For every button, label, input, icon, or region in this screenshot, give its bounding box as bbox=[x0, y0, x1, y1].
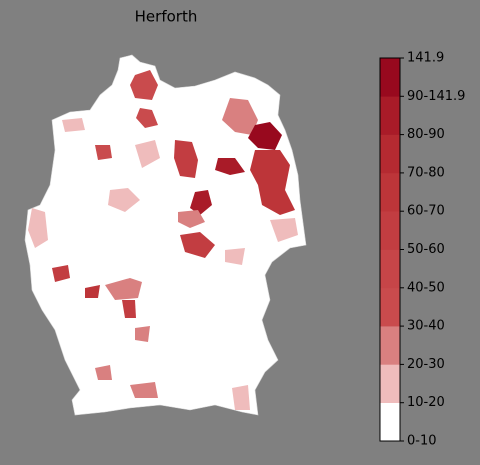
district bbox=[130, 70, 158, 100]
colorbar-band bbox=[380, 211, 400, 250]
colorbar-tick-label: 10-20 bbox=[407, 395, 445, 410]
district bbox=[130, 382, 158, 398]
colorbar-tick-label: 60-70 bbox=[407, 204, 445, 219]
germany-map bbox=[24, 54, 307, 416]
colorbar-band bbox=[380, 58, 400, 97]
colorbar-band bbox=[380, 402, 400, 442]
district bbox=[95, 145, 112, 160]
colorbar-band bbox=[380, 96, 400, 135]
colorbar-band bbox=[380, 172, 400, 212]
district bbox=[270, 218, 298, 242]
district bbox=[215, 158, 245, 175]
district bbox=[190, 190, 212, 215]
district-regions bbox=[28, 70, 298, 410]
district bbox=[85, 285, 100, 298]
colorbar-band bbox=[380, 134, 400, 174]
colorbar-tick-label: 30-40 bbox=[407, 319, 445, 334]
colorbar-tick-label: 141.9 bbox=[407, 51, 444, 66]
district bbox=[178, 210, 205, 228]
district bbox=[52, 265, 70, 282]
colorbar-tick-label: 50-60 bbox=[407, 242, 445, 257]
district bbox=[232, 385, 250, 410]
district bbox=[105, 278, 142, 300]
colorbar-tick-label: 40-50 bbox=[407, 280, 445, 295]
district bbox=[248, 122, 282, 150]
district bbox=[135, 326, 150, 342]
district bbox=[95, 365, 112, 380]
colorbar-tick-label: 70-80 bbox=[407, 165, 445, 180]
district bbox=[108, 188, 140, 212]
district bbox=[28, 208, 48, 248]
colorbar-tick-label: 80-90 bbox=[407, 127, 445, 142]
district bbox=[122, 300, 136, 318]
district bbox=[135, 140, 160, 168]
district bbox=[136, 108, 158, 128]
district bbox=[62, 118, 85, 132]
colorbar: 0-10 10-20 20-30 30-40 40-50 50-60 60-70 70-80 8… bbox=[379, 51, 465, 449]
district bbox=[180, 232, 215, 258]
colorbar-band bbox=[380, 249, 400, 289]
colorbar-band bbox=[380, 287, 400, 327]
district bbox=[225, 248, 245, 265]
colorbar-tick-label: 0-10 bbox=[407, 434, 437, 449]
colorbar-band bbox=[380, 326, 400, 365]
colorbar-tick-label: 90-141.9 bbox=[407, 89, 465, 104]
district bbox=[250, 150, 295, 215]
colorbar-band bbox=[380, 364, 400, 403]
district bbox=[174, 140, 198, 178]
map-title: Herforth bbox=[135, 8, 198, 26]
colorbar-tick-label: 20-30 bbox=[407, 357, 445, 372]
district bbox=[222, 98, 258, 135]
